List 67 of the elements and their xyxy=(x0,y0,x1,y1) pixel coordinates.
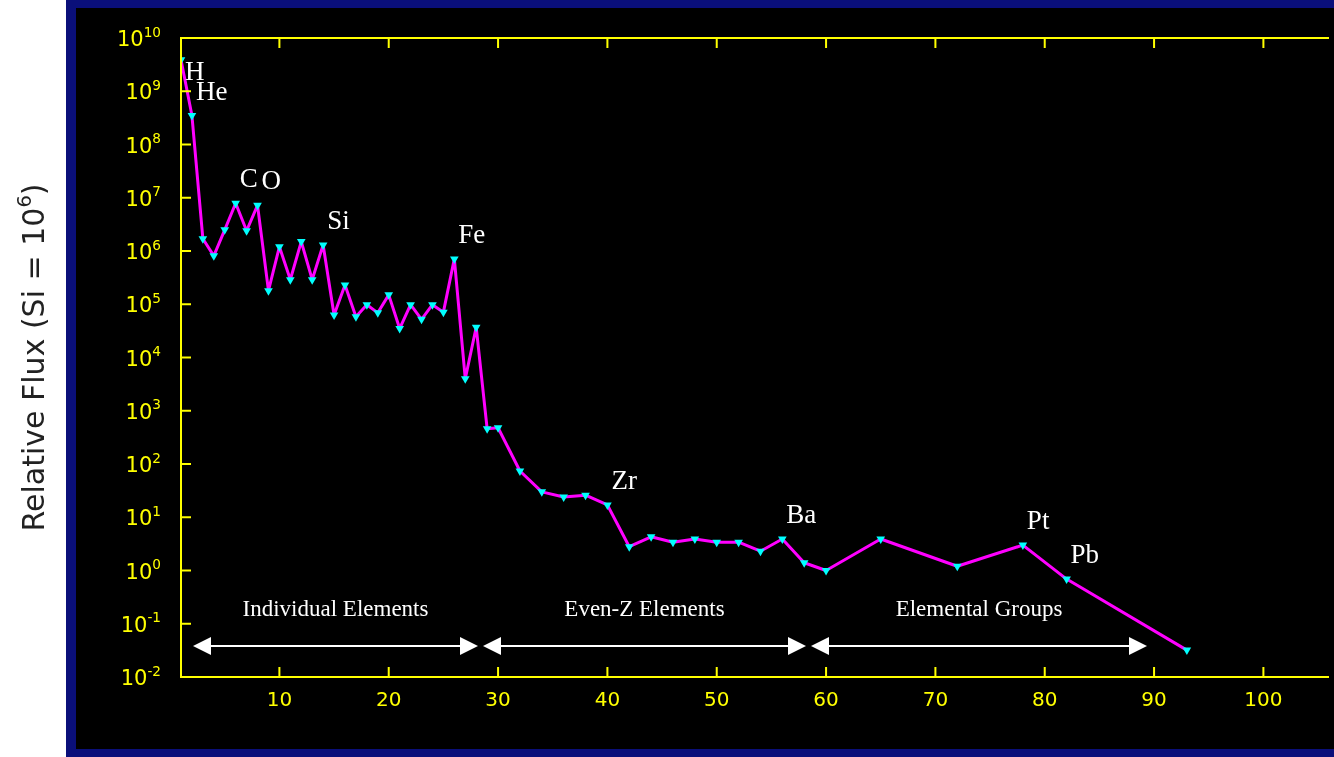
point xyxy=(450,256,459,264)
point xyxy=(559,494,568,502)
y-axis-title: Relative Flux (Si = 106) xyxy=(12,183,51,532)
annotation: Even-Z Elements xyxy=(564,596,725,621)
point xyxy=(778,536,787,545)
x-tick-label: 20 xyxy=(376,687,402,711)
point xyxy=(406,302,415,310)
point xyxy=(712,539,722,548)
x-tick-label: 70 xyxy=(922,687,949,711)
point xyxy=(471,324,481,333)
point xyxy=(460,376,470,384)
point xyxy=(1182,647,1192,656)
annotation: Pt xyxy=(1026,505,1050,536)
annotation: Individual Elements xyxy=(242,596,429,621)
x-tick-label: 10 xyxy=(266,687,293,711)
point xyxy=(439,309,448,318)
point xyxy=(624,544,634,552)
point xyxy=(395,326,404,334)
point xyxy=(340,282,350,290)
point xyxy=(187,113,197,121)
point xyxy=(417,316,426,325)
x-tick-label: 60 xyxy=(813,687,839,711)
annotation: Elemental Groups xyxy=(895,596,1063,621)
point xyxy=(537,489,547,497)
annotation: O xyxy=(261,165,282,196)
point xyxy=(318,242,328,250)
point xyxy=(220,227,230,235)
annotation: Zr xyxy=(611,464,637,495)
point xyxy=(373,310,383,318)
point xyxy=(581,492,590,501)
annotation: Pb xyxy=(1070,539,1100,570)
point xyxy=(329,312,339,320)
point xyxy=(384,292,394,300)
point xyxy=(493,425,503,433)
point xyxy=(603,502,612,510)
point xyxy=(307,277,317,285)
point xyxy=(242,228,251,236)
point xyxy=(799,560,809,568)
point xyxy=(231,200,240,209)
annotation: Fe xyxy=(458,218,486,249)
point xyxy=(428,302,437,310)
x-tick-label: 40 xyxy=(594,687,621,711)
annotation: Ba xyxy=(786,499,817,530)
x-tick-label: 90 xyxy=(1141,687,1167,711)
point xyxy=(198,236,208,244)
point xyxy=(482,426,492,434)
x-tick-label: 30 xyxy=(485,687,511,711)
x-tick-label: 80 xyxy=(1032,687,1058,711)
point xyxy=(646,534,656,542)
point xyxy=(209,253,219,261)
point xyxy=(253,202,262,211)
point xyxy=(734,539,743,548)
x-tick-label: 100 xyxy=(1244,687,1283,711)
point xyxy=(515,468,525,476)
point xyxy=(264,288,273,296)
point xyxy=(296,239,306,247)
point xyxy=(275,244,284,252)
x-tick-label: 50 xyxy=(704,687,730,711)
point xyxy=(351,314,361,322)
point xyxy=(362,302,372,310)
point xyxy=(821,568,831,576)
point xyxy=(668,539,678,548)
point xyxy=(952,563,962,572)
point xyxy=(756,548,765,557)
annotation: Si xyxy=(327,204,350,235)
annotation: C xyxy=(239,163,258,194)
point xyxy=(286,277,295,285)
